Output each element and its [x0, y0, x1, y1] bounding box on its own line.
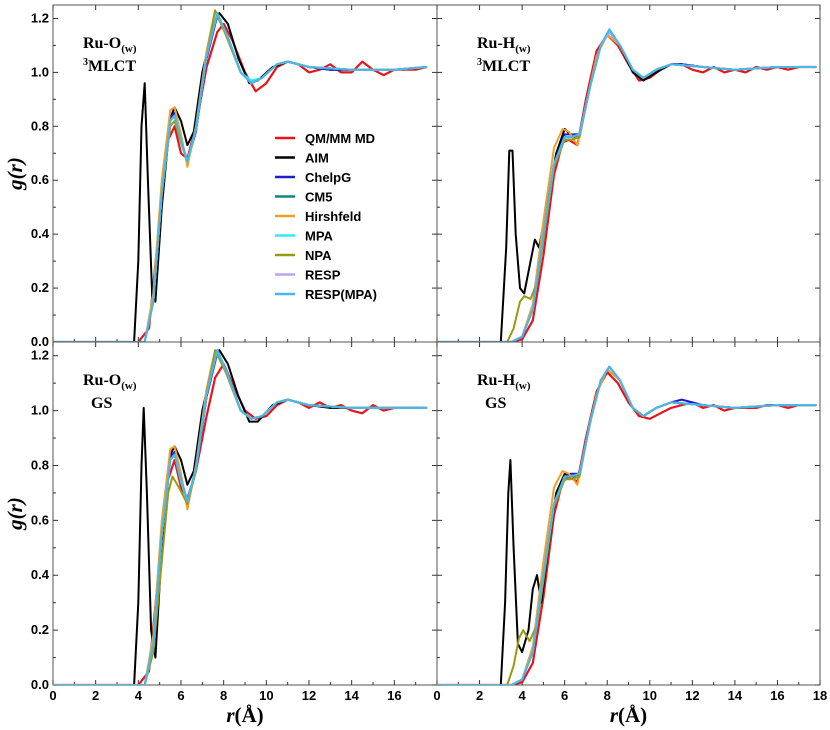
series-line-resp [437, 31, 817, 342]
y-tick-label: 1.0 [31, 64, 49, 79]
x-axis-titles: r(Å) r(Å) [226, 703, 647, 727]
legend-label: Hirshfeld [305, 209, 361, 224]
panel-label: Ru-O(w) [83, 372, 137, 392]
panel-label: Ru-H(w) [477, 372, 531, 392]
legend: QM/MM MD AIM ChelpG CM5 Hirshfeld MPA NPA RESP R… [275, 131, 377, 302]
y-tick-label: 0.2 [31, 280, 49, 295]
series-group [53, 9, 428, 342]
legend-label: MPA [305, 229, 334, 244]
series-line-mpa [437, 365, 817, 685]
legend-label: CM5 [305, 190, 332, 205]
y-tick-label: 1.2 [31, 348, 49, 363]
series-line-resp-mpa [437, 365, 817, 685]
x-tick-label: 0 [49, 688, 56, 703]
series-line-npa [437, 31, 817, 342]
x-tick-label: 14 [344, 688, 359, 703]
series-line-resp [437, 365, 817, 685]
series-line-resp-mpa [437, 28, 817, 342]
legend-label: ChelpG [305, 170, 351, 185]
x-tick-label: 0 [433, 688, 440, 703]
series-line-cm5 [437, 31, 817, 342]
y-tick-label: 0.8 [31, 457, 49, 472]
y-tick-label: 1.0 [31, 403, 49, 418]
panel-frame [436, 4, 821, 343]
panel-frame [52, 4, 438, 343]
x-axis-title: r(Å) [610, 703, 647, 727]
panel-ruo-gs: 0.0 0.2 0.4 0.6 0.8 1.0 1.2 0 2 4 6 8 10 12 14 16 Ru-O(w… [31, 341, 438, 703]
x-tick-label: 2 [92, 688, 99, 703]
legend-label: QM/MM MD [305, 131, 375, 146]
panel-frame [52, 341, 438, 686]
panel-ruh-gs: 0 2 4 6 8 10 12 14 16 18 Ru-H(w) GS [433, 341, 827, 703]
series-line-chelpg [437, 31, 817, 342]
legend-label: NPA [305, 248, 332, 263]
series-line-npa [437, 365, 817, 685]
panel-state-label: GS [485, 395, 506, 412]
x-tick-label: 10 [259, 688, 273, 703]
y-tick-label: 0.0 [31, 334, 49, 349]
series-group [437, 365, 817, 685]
series-line-chelpg [437, 365, 817, 685]
series-line-cm5 [437, 365, 817, 685]
y-tick-label: 0.4 [31, 567, 50, 582]
y-axis-title: g(r) [3, 497, 27, 531]
y-tick-label: 1.2 [31, 10, 49, 25]
x-tick-label: 12 [685, 688, 699, 703]
series-line-resp-mpa [53, 12, 428, 342]
panel-state-label: 3MLCT [477, 57, 530, 75]
y-tick-label: 0.2 [31, 622, 49, 637]
x-tick-label: 8 [604, 688, 611, 703]
y-tick-label: 0.8 [31, 118, 49, 133]
y-tick-label: 0.6 [31, 172, 49, 187]
x-tick-label: 18 [813, 688, 827, 703]
x-tick-label: 6 [177, 688, 184, 703]
panel-ruo-mlct: 0.0 0.2 0.4 0.6 0.8 1.0 1.2 Ru-O(w) 3MLCT [31, 4, 438, 349]
x-tick-label: 6 [561, 688, 568, 703]
panel-state-label: 3MLCT [83, 57, 136, 75]
series-line-aim [437, 365, 817, 685]
x-tick-label: 8 [220, 688, 227, 703]
series-group [437, 28, 817, 342]
series-line-aim [437, 31, 817, 342]
series-line-hirshfeld [437, 368, 817, 685]
x-tick-label: 12 [302, 688, 316, 703]
y-tick-label: 0.6 [31, 512, 49, 527]
x-tick-label: 4 [518, 688, 526, 703]
series-line-hirshfeld [437, 33, 817, 342]
series-line-qm-mm-md [437, 371, 817, 685]
series-group [53, 349, 428, 685]
panel-label: Ru-O(w) [83, 35, 137, 55]
legend-label: RESP(MPA) [305, 287, 377, 302]
legend-label: AIM [305, 151, 329, 166]
x-tick-label: 14 [728, 688, 743, 703]
panel-label: Ru-H(w) [477, 35, 531, 55]
x-tick-label: 2 [476, 688, 483, 703]
panel-state-label: GS [91, 395, 112, 412]
panel-frame [436, 341, 821, 686]
x-axis-title: r(Å) [226, 703, 263, 727]
y-axis-title: g(r) [3, 157, 27, 191]
x-tick-label: 10 [643, 688, 657, 703]
x-tick-label: 16 [387, 688, 401, 703]
series-line-qm-mm-md [53, 362, 428, 685]
x-tick-label: 4 [135, 688, 143, 703]
series-line-qm-mm-md [437, 33, 817, 342]
y-tick-label: 0.0 [31, 677, 49, 692]
y-axis-titles: g(r) g(r) [3, 157, 27, 531]
y-tick-label: 0.4 [31, 226, 50, 241]
legend-label: RESP [305, 268, 341, 283]
series-line-mpa [437, 28, 817, 342]
x-tick-label: 16 [770, 688, 784, 703]
panel-ruh-mlct: Ru-H(w) 3MLCT [436, 4, 821, 343]
series-line-resp-mpa [53, 349, 428, 685]
